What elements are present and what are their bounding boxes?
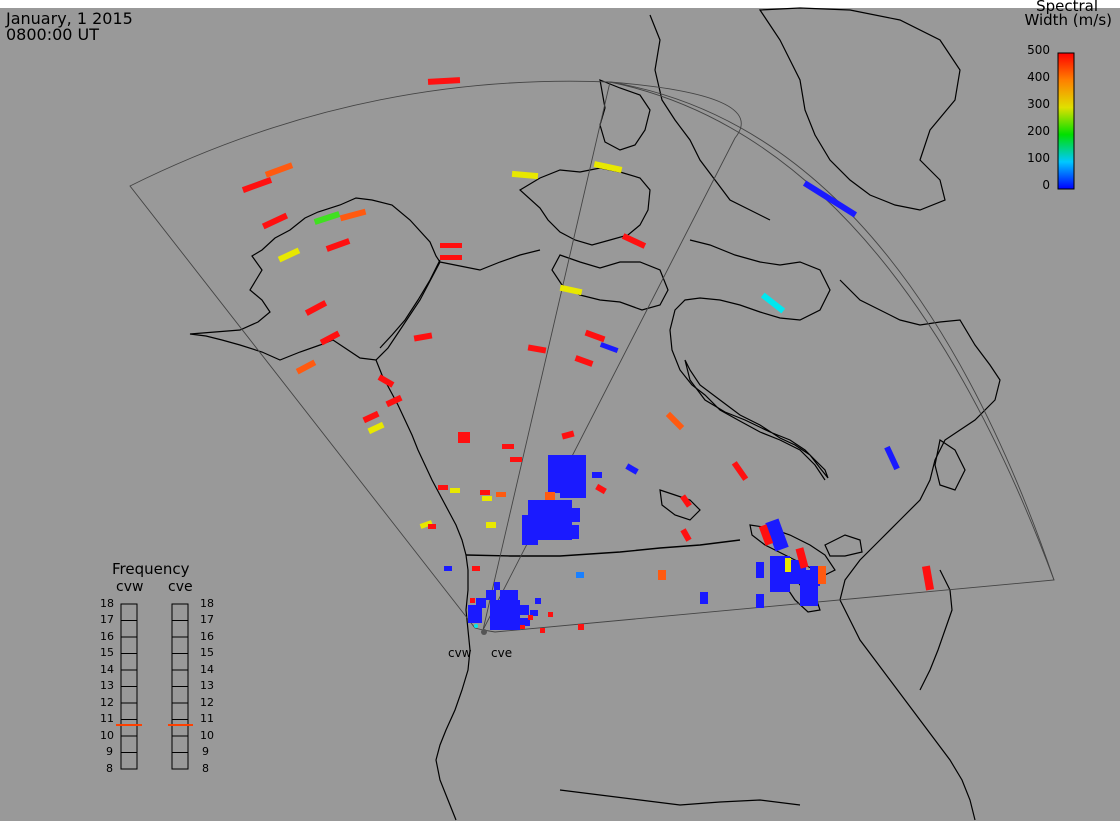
freq-tick: 10 [100, 729, 114, 742]
freq-tick: 11 [200, 712, 214, 725]
radar-label-cvw: cvw [448, 646, 472, 660]
freq-tick: 8 [202, 762, 209, 775]
frequency-col-cvw: cvw [116, 579, 144, 595]
freq-tick: 13 [200, 679, 214, 692]
colorbar-tick: 200 [1027, 124, 1050, 138]
freq-tick: 11 [100, 712, 114, 725]
freq-tick: 12 [100, 696, 114, 709]
frequency-title: Frequency [112, 560, 190, 578]
freq-tick: 12 [200, 696, 214, 709]
coastlines [189, 7, 1001, 821]
scatter-returns [241, 77, 935, 635]
freq-tick: 17 [100, 613, 114, 626]
freq-tick: 18 [200, 597, 214, 610]
radar-label-cve: cve [491, 646, 513, 660]
radar-fov [129, 80, 1055, 633]
top-band [0, 0, 1120, 8]
colorbar-title-1: Spectral [1036, 0, 1098, 15]
colorbar-tick: 500 [1027, 43, 1050, 57]
time-label: 0800:00 UT [6, 25, 100, 44]
colorbar-tick: 0 [1042, 178, 1050, 192]
freq-tick: 14 [100, 663, 114, 676]
colorbar-tick: 100 [1027, 151, 1050, 165]
freq-tick: 10 [200, 729, 214, 742]
colorbar-tick: 400 [1027, 70, 1050, 84]
freq-tick: 15 [200, 646, 214, 659]
freq-tick: 14 [200, 663, 214, 676]
colorbar-scale [1057, 52, 1075, 190]
freq-tick: 18 [100, 597, 114, 610]
freq-tick: 9 [106, 745, 113, 758]
freq-tick: 8 [106, 762, 113, 775]
colorbar-tick: 300 [1027, 97, 1050, 111]
freq-tick: 16 [100, 630, 114, 643]
colorbar-title-2: Width (m/s) [1024, 11, 1112, 29]
freq-tick: 15 [100, 646, 114, 659]
frequency-columns [120, 603, 189, 770]
freq-tick: 16 [200, 630, 214, 643]
freq-tick: 17 [200, 613, 214, 626]
date-label: January, 1 2015 [6, 9, 133, 28]
freq-tick: 9 [202, 745, 209, 758]
frequency-col-cve: cve [168, 579, 193, 595]
freq-tick: 13 [100, 679, 114, 692]
